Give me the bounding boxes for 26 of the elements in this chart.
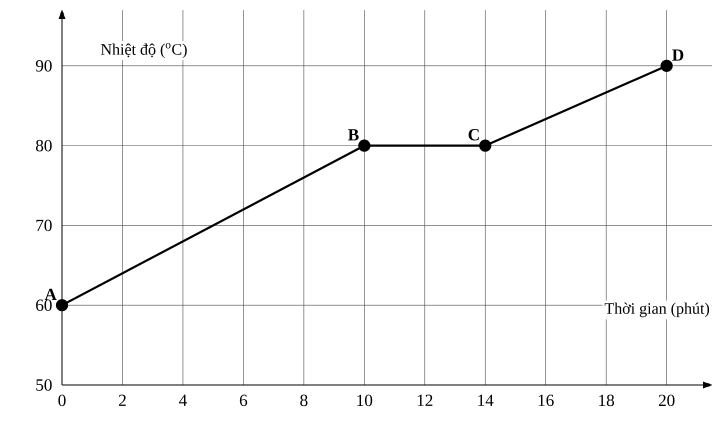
annotation: D xyxy=(672,49,684,61)
y-axis-title: Nhiệt độ ($^{o}$C) xyxy=(100,43,187,58)
y-tick-label: 50 xyxy=(36,379,52,391)
x-tick-label: 14 xyxy=(478,394,494,406)
y-tick-label: 80 xyxy=(36,140,52,152)
y-tick-label: 60 xyxy=(36,299,52,311)
x-tick-label: 8 xyxy=(300,394,308,406)
annotation: B xyxy=(348,129,359,140)
x-tick-label: 10 xyxy=(357,394,372,406)
y-tick-label: 90 xyxy=(36,60,52,72)
x-tick-label: 16 xyxy=(538,394,554,406)
x-tick-label: 6 xyxy=(240,394,248,406)
x-tick-label: 0 xyxy=(58,394,66,406)
annotation: C xyxy=(468,129,479,140)
point xyxy=(660,60,673,72)
x-tick-label: 12 xyxy=(418,394,432,406)
x-tick-label: 20 xyxy=(658,394,674,406)
point xyxy=(358,140,370,152)
point xyxy=(56,299,68,312)
annotation: A xyxy=(44,288,57,300)
x-axis-title: Thời gian (phút) xyxy=(604,302,710,318)
point xyxy=(479,140,492,152)
x-tick-label: 4 xyxy=(179,394,187,406)
x-tick-label: 18 xyxy=(599,394,614,406)
y-tick-label: 70 xyxy=(36,220,52,232)
x-tick-label: 2 xyxy=(118,394,126,406)
